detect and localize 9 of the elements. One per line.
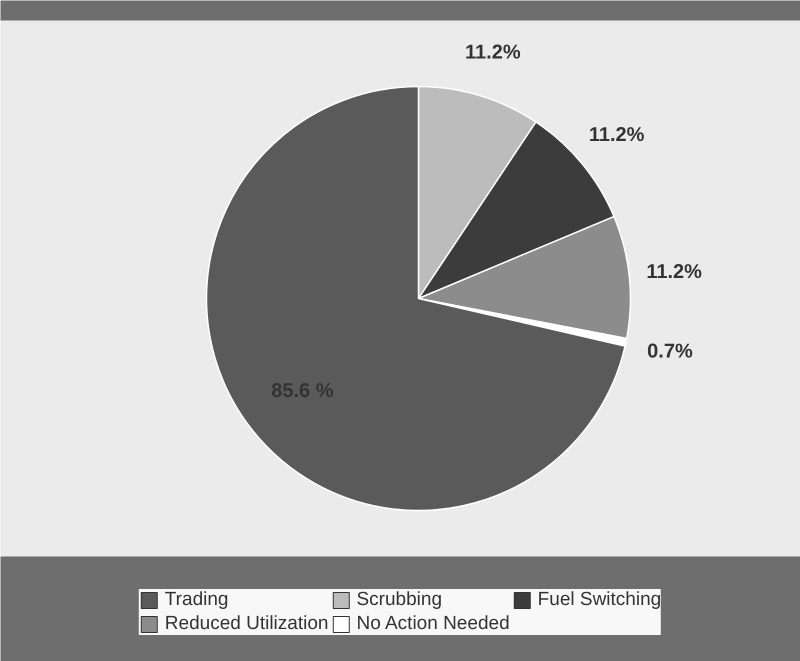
legend-label: No Action Needed (356, 613, 510, 635)
legend-label: Reduced Utilization (164, 613, 328, 635)
data-label: 11.2% (465, 41, 521, 64)
data-label: 0.7% (647, 340, 693, 363)
legend-label: Trading (164, 589, 228, 611)
data-label: 11.2% (646, 260, 702, 283)
legend-label: Fuel Switching (538, 589, 662, 611)
legend-label: Scrubbing (356, 589, 442, 611)
data-label: 11.2% (588, 124, 645, 146)
